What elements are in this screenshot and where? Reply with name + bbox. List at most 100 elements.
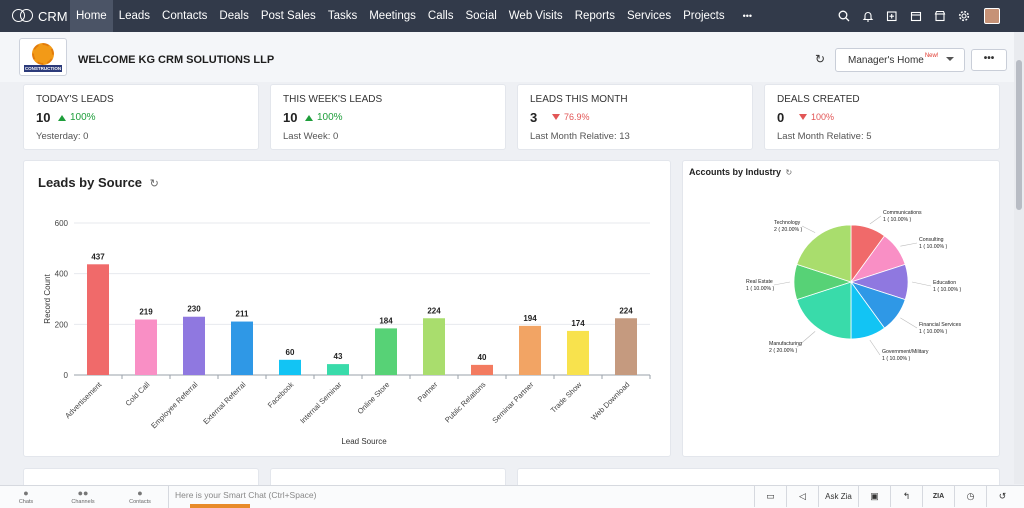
nav-item-social[interactable]: Social (465, 10, 497, 22)
pie-label: Technology (774, 220, 801, 226)
bar (519, 325, 541, 375)
kpi-deals-created[interactable]: DEALS CREATED 0 100% Last Month Relative… (764, 84, 1000, 150)
kpi-leads-this-month[interactable]: LEADS THIS MONTH 3 76.9% Last Month Rela… (517, 84, 753, 150)
pie-label: Consulting (919, 237, 944, 243)
accounts-by-industry-panel: Accounts by Industry ↻ Communications 1 (… (682, 160, 1000, 457)
pie-label: Communications (883, 210, 922, 216)
kpi-change-value: 100% (811, 112, 835, 122)
bottom-chats[interactable]: ● Chats (6, 487, 46, 505)
pie-leader-line (773, 281, 791, 286)
header-more-button[interactable]: ••• (971, 49, 1007, 71)
kpi-value: 10 (36, 110, 51, 125)
pie-value-label: 1 ( 10.00% ) (919, 244, 948, 250)
gear-icon[interactable] (952, 0, 976, 32)
bar (615, 318, 637, 375)
bar-value-label: 224 (427, 306, 441, 315)
pie-slice (796, 224, 852, 283)
bottom-toolbar: ▭ ◁ Ask Zia ▣ ↰ ZIA ◷ ↺ (754, 485, 1018, 508)
bar-value-label: 211 (236, 310, 249, 319)
leads-by-source-panel: Leads by Source ↻ 0 200 400 600 437 Advertise… (23, 160, 671, 457)
bar (279, 359, 301, 375)
pie-value-label: 2 ( 20.00% ) (769, 348, 798, 354)
chevron-down-icon (946, 57, 954, 61)
pie-label: Government/Military (882, 349, 929, 355)
history-icon[interactable]: ↺ (986, 485, 1018, 507)
page-scrollbar[interactable] (1014, 32, 1024, 484)
calendar-icon[interactable] (904, 0, 928, 32)
search-icon[interactable] (832, 0, 856, 32)
chat-icon: ● (23, 488, 29, 498)
welcome-title: WELCOME KG CRM SOLUTIONS LLP (78, 54, 275, 66)
bar (375, 328, 397, 375)
ask-zia-button[interactable]: Ask Zia (818, 485, 858, 507)
company-logo-band: CONSTRUCTION (24, 65, 62, 72)
pickup-icon[interactable]: ↰ (890, 485, 922, 507)
bottom-contacts[interactable]: ● Contacts (120, 487, 160, 505)
kpi-title: TODAY'S LEADS (36, 94, 114, 105)
kpi-change: 100% (799, 112, 834, 122)
pie-leader-line (796, 331, 816, 348)
store-icon[interactable] (928, 0, 952, 32)
signals-icon[interactable]: ▣ (858, 485, 890, 507)
pie-label: Education (933, 280, 956, 286)
nav-item-home[interactable]: Home (70, 0, 113, 32)
smart-chat-input[interactable]: Here is your Smart Chat (Ctrl+Space) (168, 485, 754, 508)
bell-icon[interactable] (856, 0, 880, 32)
megaphone-icon[interactable]: ◁ (786, 485, 818, 507)
nav-item-calls[interactable]: Calls (427, 10, 454, 22)
refresh-icon[interactable]: ↻ (149, 178, 159, 190)
alarm-icon[interactable]: ◷ (954, 485, 986, 507)
bottom-accent-line (190, 504, 250, 508)
pie-leader-line (869, 215, 882, 225)
arrow-up-icon (305, 114, 313, 121)
channels-icon: ●● (77, 488, 89, 498)
refresh-icon[interactable]: ↻ (785, 168, 793, 177)
pie-leader-line (911, 281, 932, 287)
screen-share-icon[interactable]: ▭ (754, 485, 786, 507)
pie-slice (796, 281, 852, 340)
bar (471, 364, 493, 375)
kpi-change-value: 76.9% (564, 112, 590, 122)
x-tick-label: Trade Show (549, 380, 584, 415)
nav-item-deals[interactable]: Deals (219, 10, 249, 22)
page-scrollbar-thumb[interactable] (1016, 60, 1022, 210)
kpi-title: DEALS CREATED (777, 94, 860, 105)
nav-item-leads[interactable]: Leads (118, 10, 151, 22)
x-tick-label: Cold Call (124, 380, 152, 408)
user-avatar[interactable] (984, 8, 1000, 24)
crm-logo[interactable]: CRM (0, 9, 70, 24)
x-tick-label: Online Store (356, 380, 392, 416)
refresh-icon[interactable]: ↻ (815, 52, 826, 66)
lower-panel-3 (517, 468, 1000, 488)
company-logo: CONSTRUCTION (19, 38, 67, 76)
nav-item-post-sales[interactable]: Post Sales (260, 10, 316, 22)
pie-value-label: 2 ( 20.00% ) (774, 227, 803, 233)
nav-item-reports[interactable]: Reports (574, 10, 615, 22)
nav-item-tasks[interactable]: Tasks (327, 10, 358, 22)
y-tick-label: 200 (55, 320, 69, 329)
nav-item-meetings[interactable]: Meetings (369, 10, 416, 22)
kpi-title: LEADS THIS MONTH (530, 94, 628, 105)
company-logo-sun-icon (32, 43, 54, 65)
bar-value-label: 194 (523, 314, 537, 323)
nav-more-button[interactable]: ••• (742, 11, 753, 21)
pie-label: Financial Services (919, 322, 961, 328)
arrow-up-icon (58, 114, 66, 121)
home-view-select[interactable]: Manager's Home New! (835, 48, 965, 72)
leads-by-source-title-text: Leads by Source (38, 175, 143, 190)
bottom-channels-label: Channels (71, 499, 95, 505)
kpi-todays-leads[interactable]: TODAY'S LEADS 10 100% Yesterday: 0 (23, 84, 259, 150)
bottom-channels[interactable]: ●● Channels (63, 487, 103, 505)
home-view-select-label: Manager's Home (848, 54, 924, 66)
kpi-sub: Last Week: 0 (283, 131, 339, 142)
nav-item-services[interactable]: Services (626, 10, 672, 22)
zia-icon[interactable]: ZIA (922, 485, 954, 507)
nav-item-contacts[interactable]: Contacts (162, 10, 208, 22)
kpi-change-value: 100% (317, 112, 343, 123)
nav-item-web-visits[interactable]: Web Visits (508, 10, 563, 22)
add-icon[interactable] (880, 0, 904, 32)
pie-leader-line (801, 225, 816, 233)
bar (135, 319, 157, 375)
kpi-this-weeks-leads[interactable]: THIS WEEK'S LEADS 10 100% Last Week: 0 (270, 84, 506, 150)
nav-item-projects[interactable]: Projects (683, 10, 725, 22)
